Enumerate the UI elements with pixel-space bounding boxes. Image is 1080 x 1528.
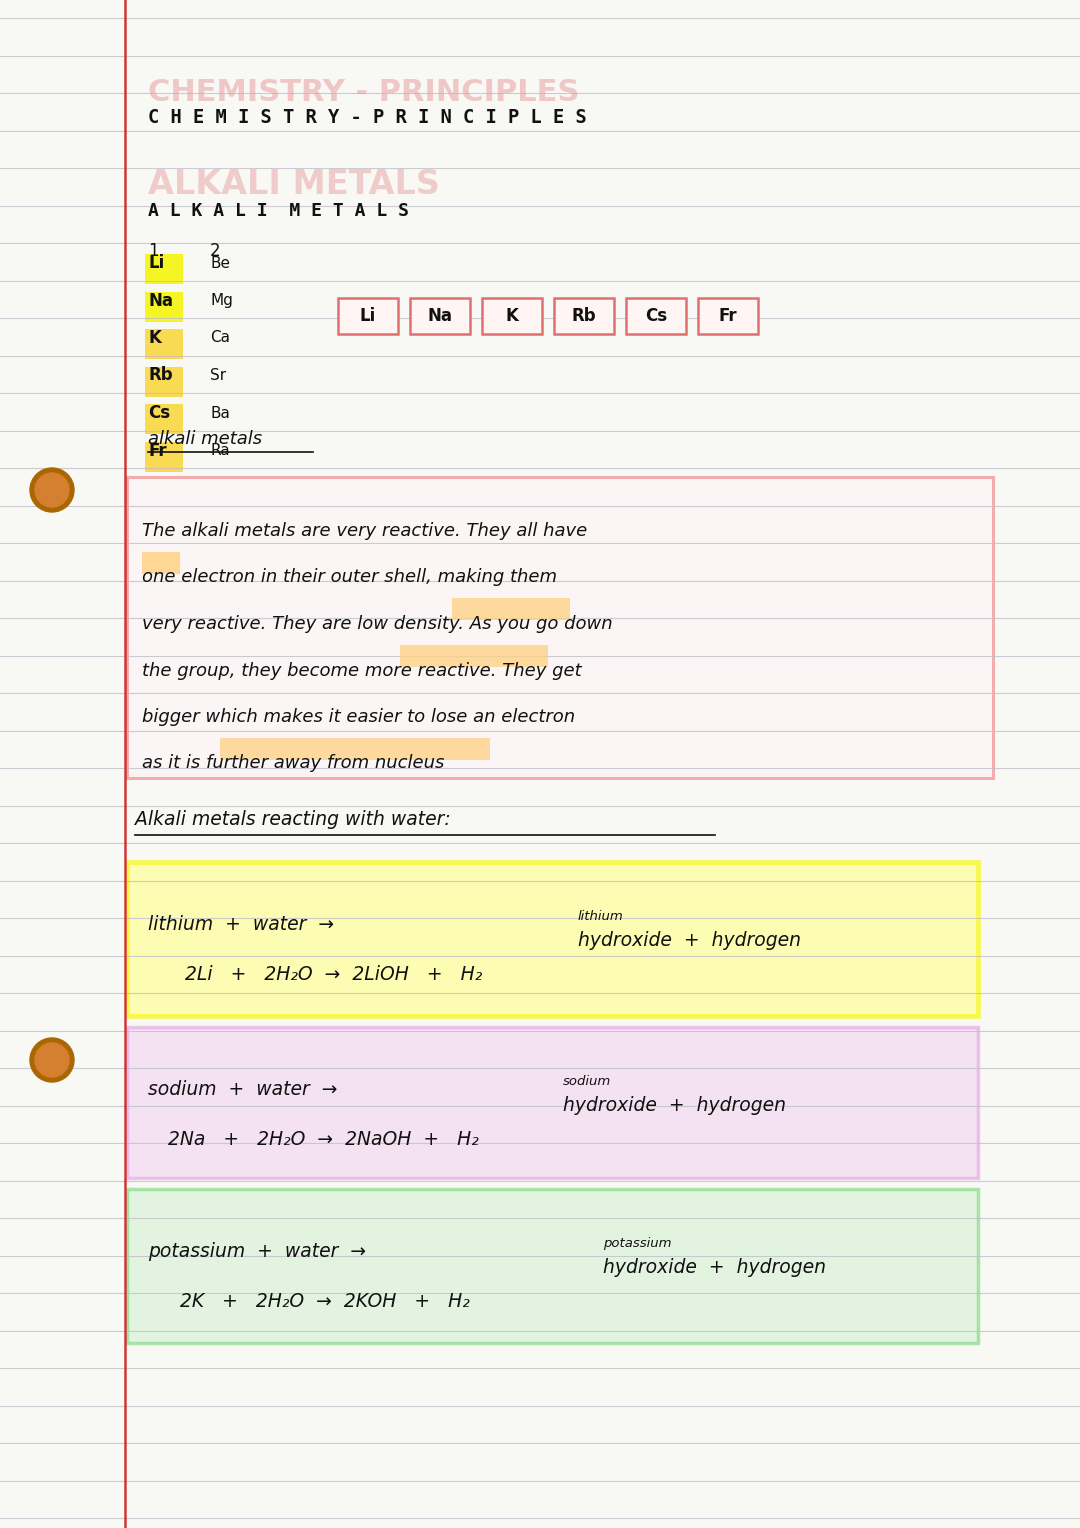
Text: bigger which makes it easier to lose an electron: bigger which makes it easier to lose an … (141, 707, 576, 726)
Bar (145, 403, 183, 434)
Text: Alkali metals reacting with water:: Alkali metals reacting with water: (135, 810, 450, 830)
FancyBboxPatch shape (127, 1189, 978, 1343)
Bar (145, 442, 183, 472)
Bar (400, 645, 548, 666)
Text: 2K   +   2H₂O  →  2KOH   +   H₂: 2K + 2H₂O → 2KOH + H₂ (180, 1293, 470, 1311)
Text: Ra: Ra (210, 443, 230, 458)
Text: hydroxide  +  hydrogen: hydroxide + hydrogen (563, 1096, 786, 1115)
Text: lithium: lithium (578, 911, 624, 923)
Text: as it is further away from nucleus: as it is further away from nucleus (141, 755, 444, 773)
Bar (145, 442, 183, 472)
FancyBboxPatch shape (698, 298, 758, 335)
FancyBboxPatch shape (127, 1027, 978, 1178)
Circle shape (30, 468, 75, 512)
FancyBboxPatch shape (482, 298, 542, 335)
Circle shape (35, 474, 69, 507)
Text: The alkali metals are very reactive. They all have: The alkali metals are very reactive. The… (141, 523, 588, 539)
Text: 2Li   +   2H₂O  →  2LiOH   +   H₂: 2Li + 2H₂O → 2LiOH + H₂ (185, 966, 483, 984)
Text: 1: 1 (148, 241, 159, 260)
Bar (141, 552, 180, 573)
Bar (145, 367, 183, 396)
Text: 2Na   +   2H₂O  →  2NaOH  +   H₂: 2Na + 2H₂O → 2NaOH + H₂ (168, 1131, 478, 1149)
Text: Cs: Cs (148, 403, 171, 422)
Text: sodium: sodium (563, 1076, 611, 1088)
Text: Na: Na (148, 292, 173, 310)
Text: alkali metals: alkali metals (148, 429, 262, 448)
Text: Li: Li (148, 254, 164, 272)
Text: CHEMISTRY - PRINCIPLES: CHEMISTRY - PRINCIPLES (148, 78, 579, 107)
Text: Rb: Rb (148, 367, 173, 385)
Text: Ba: Ba (210, 405, 230, 420)
Text: Sr: Sr (210, 368, 226, 384)
Circle shape (35, 1044, 69, 1077)
Text: 2: 2 (210, 241, 220, 260)
Text: Cs: Cs (645, 307, 667, 325)
FancyBboxPatch shape (626, 298, 686, 335)
Text: Rb: Rb (571, 307, 596, 325)
FancyBboxPatch shape (127, 477, 993, 778)
Text: potassium  +  water  →: potassium + water → (148, 1242, 366, 1261)
Text: Be: Be (210, 255, 230, 270)
Text: hydroxide  +  hydrogen: hydroxide + hydrogen (603, 1258, 826, 1277)
Text: Ca: Ca (210, 330, 230, 345)
Bar (145, 329, 183, 359)
Text: Fr: Fr (718, 307, 738, 325)
Bar (145, 329, 183, 359)
Text: lithium  +  water  →: lithium + water → (148, 915, 334, 934)
FancyBboxPatch shape (338, 298, 399, 335)
Text: ALKALI METALS: ALKALI METALS (148, 168, 440, 202)
Text: C H E M I S T R Y - P R I N C I P L E S: C H E M I S T R Y - P R I N C I P L E S (148, 108, 586, 127)
Text: one electron in their outer shell, making them: one electron in their outer shell, makin… (141, 568, 557, 587)
Text: sodium  +  water  →: sodium + water → (148, 1080, 337, 1099)
Bar (453, 597, 570, 620)
FancyBboxPatch shape (127, 862, 978, 1016)
FancyBboxPatch shape (554, 298, 615, 335)
Text: K: K (148, 329, 161, 347)
Text: very reactive. They are low density. As you go down: very reactive. They are low density. As … (141, 614, 612, 633)
Bar (145, 254, 183, 284)
Text: hydroxide  +  hydrogen: hydroxide + hydrogen (578, 931, 801, 950)
Text: the group, they become more reactive. They get: the group, they become more reactive. Th… (141, 662, 582, 680)
Bar (145, 403, 183, 434)
Bar (145, 367, 183, 396)
Text: Na: Na (428, 307, 453, 325)
Text: Fr: Fr (148, 442, 166, 460)
Text: A L K A L I  M E T A L S: A L K A L I M E T A L S (148, 202, 409, 220)
Text: K: K (505, 307, 518, 325)
FancyBboxPatch shape (410, 298, 470, 335)
Bar (220, 738, 490, 759)
Bar (145, 292, 183, 321)
Text: Mg: Mg (210, 293, 233, 309)
Circle shape (30, 1038, 75, 1082)
Text: Li: Li (360, 307, 376, 325)
Text: potassium: potassium (603, 1238, 672, 1250)
